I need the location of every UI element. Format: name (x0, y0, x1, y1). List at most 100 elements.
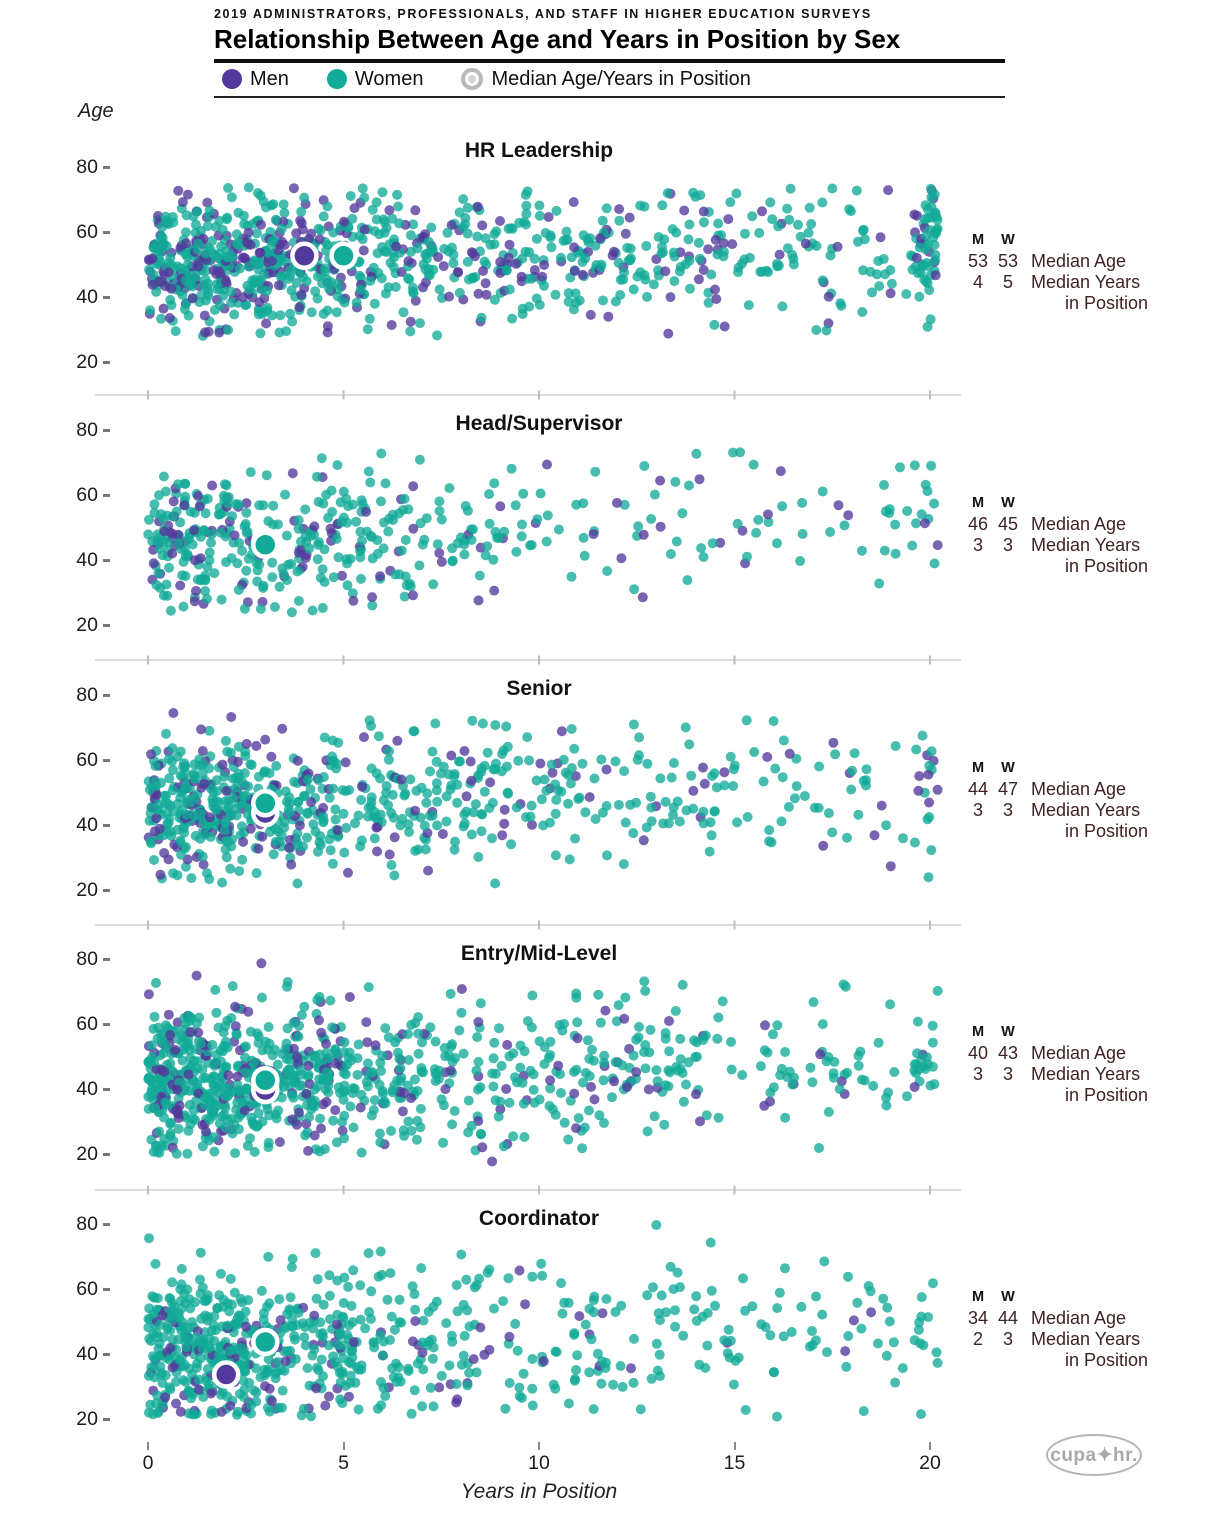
kicker-text: 2019 ADMINISTRATORS, PROFESSIONALS, AND … (214, 7, 872, 21)
legend-item-women: Women (326, 67, 424, 91)
y-tick-label: 40 (58, 549, 110, 572)
tick-mark (103, 958, 110, 961)
women-column-header: W (1001, 495, 1015, 511)
legend-label: Women (354, 67, 424, 90)
median-age-women: 47 (997, 779, 1019, 799)
y-tick-label: 40 (58, 286, 110, 309)
median-years-label: Median Years (1031, 1064, 1141, 1084)
median-age-women: 53 (997, 251, 1019, 271)
tick-mark (103, 494, 110, 497)
median-age-women: 45 (997, 514, 1019, 534)
y-tick-label: 20 (58, 614, 110, 637)
tick-mark (103, 694, 110, 697)
median-age-label: Median Age (1031, 1308, 1127, 1328)
y-tick-label: 20 (58, 351, 110, 374)
median-age-men: 40 (967, 1043, 989, 1063)
men-dot-icon (222, 69, 242, 89)
y-tick-label: 20 (58, 1408, 110, 1431)
women-column-header: W (1001, 232, 1015, 248)
y-tick-label: 80 (58, 156, 110, 179)
y-tick-label: 60 (58, 484, 110, 507)
y-tick-label: 60 (58, 1278, 110, 1301)
tick-mark (103, 361, 110, 364)
cupa-hr-logo-text: cupa✦hr. (1050, 1444, 1138, 1466)
legend: Men Women Median Age/Years in Position (222, 66, 751, 92)
x-tick-label: 10 (528, 1452, 550, 1474)
median-age-men: 44 (967, 779, 989, 799)
tick-mark (103, 559, 110, 562)
tick-mark (103, 1223, 110, 1226)
tick-mark (103, 166, 110, 169)
median-years-label: Median Years (1031, 535, 1141, 555)
median-age-label: Median Age (1031, 1043, 1127, 1063)
y-tick-label: 40 (58, 1343, 110, 1366)
y-tick-label: 40 (58, 814, 110, 837)
tick-mark (103, 1288, 110, 1291)
median-years-label: Median Years (1031, 800, 1141, 820)
x-tick-mark (929, 1442, 931, 1450)
tick-mark (103, 1023, 110, 1026)
tick-mark (103, 624, 110, 627)
median-years-men: 3 (972, 535, 983, 555)
panel-title-entry-mid-level: Entry/Mid-Level (460, 942, 618, 965)
tick-mark (103, 296, 110, 299)
tick-mark (103, 1088, 110, 1091)
title-rule (214, 59, 1005, 63)
y-tick-label: 20 (58, 879, 110, 902)
panel-title-hr-leadership: HR Leadership (464, 139, 614, 162)
cupa-hr-logo: cupa✦hr. (1046, 1434, 1142, 1476)
tick-mark (103, 889, 110, 892)
tick-mark (103, 429, 110, 432)
median-years-women: 3 (1002, 800, 1013, 820)
median-years-label-2: in Position (1065, 1350, 1149, 1370)
women-column-header: W (1001, 1289, 1015, 1305)
y-axis-title: Age (78, 100, 114, 122)
y-tick-label: 20 (58, 1143, 110, 1166)
legend-rule (214, 96, 1005, 98)
median-age-label: Median Age (1031, 779, 1127, 799)
x-tick-label: 15 (723, 1452, 746, 1474)
median-years-label: Median Years (1031, 272, 1141, 292)
median-years-label: Median Years (1031, 1329, 1141, 1349)
panel-title-head-supervisor: Head/Supervisor (455, 412, 623, 435)
tick-mark (103, 759, 110, 762)
median-years-men: 4 (972, 272, 983, 292)
y-tick-label: 40 (58, 1078, 110, 1101)
x-tick-mark (538, 1442, 540, 1450)
x-tick-mark (733, 1442, 736, 1450)
women-column-header: W (1001, 1024, 1015, 1040)
median-age-label: Median Age (1031, 514, 1127, 534)
median-age-men: 46 (967, 514, 989, 534)
legend-label: Men (250, 67, 289, 90)
median-age-men: 34 (967, 1308, 989, 1328)
median-years-label-2: in Position (1065, 821, 1149, 841)
men-column-header: M (971, 1289, 985, 1305)
median-years-men: 3 (972, 800, 983, 820)
median-years-women: 3 (1002, 535, 1013, 555)
men-column-header: M (971, 232, 985, 248)
x-tick-label: 0 (142, 1452, 154, 1474)
tick-mark (103, 1153, 110, 1156)
median-years-women: 3 (1002, 1064, 1013, 1084)
median-years-label-2: in Position (1065, 1085, 1149, 1105)
y-tick-label: 80 (58, 1213, 110, 1236)
median-years-women: 5 (1002, 272, 1013, 292)
tick-mark (103, 1418, 110, 1421)
x-tick-label: 20 (919, 1452, 941, 1474)
median-years-label-2: in Position (1065, 556, 1149, 576)
tick-mark (103, 824, 110, 827)
women-column-header: W (1001, 760, 1015, 776)
median-years-men: 3 (972, 1064, 983, 1084)
y-tick-label: 80 (58, 419, 110, 442)
median-years-women: 3 (1002, 1329, 1013, 1349)
median-age-men: 53 (967, 251, 989, 271)
x-tick-mark (147, 1442, 149, 1450)
men-column-header: M (971, 495, 985, 511)
